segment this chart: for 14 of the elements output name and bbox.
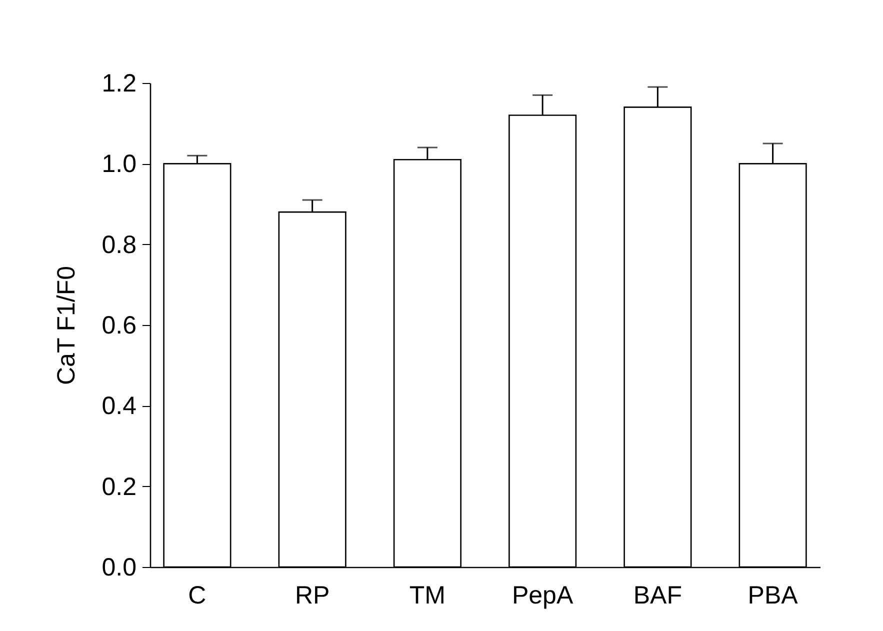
y-tick-label: 0.8 — [102, 230, 136, 259]
y-tick-label: 0.2 — [102, 472, 136, 501]
y-tick-label: 0.4 — [102, 392, 137, 420]
y-tick-label: 1.0 — [102, 150, 136, 178]
y-tick-label: 1.2 — [102, 70, 136, 98]
y-tick-label: 0.6 — [102, 312, 136, 340]
x-tick-label: RP — [294, 582, 330, 610]
y-axis-title: CaT F1/F0 — [52, 266, 81, 386]
x-tick-label: PepA — [512, 582, 574, 610]
x-tick-label: TM — [409, 582, 446, 610]
y-tick-label: 0.0 — [102, 554, 136, 582]
x-tick-label: C — [188, 582, 206, 610]
x-tick-label: PBA — [748, 582, 798, 610]
x-tick-label: BAF — [633, 582, 682, 610]
